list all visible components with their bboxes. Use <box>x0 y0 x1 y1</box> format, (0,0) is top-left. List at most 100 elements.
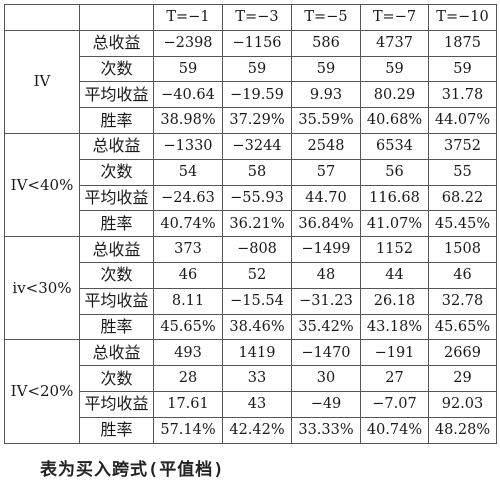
value-cell: 46 <box>428 261 497 289</box>
table-row: 平均收益 8.11 −15.54 −31.23 26.18 32.78 <box>5 287 497 315</box>
value-cell: 3752 <box>428 132 497 160</box>
value-cell: −1156 <box>222 29 292 57</box>
table-caption: 表为买入跨式(平值档) <box>40 460 225 480</box>
value-cell: 59 <box>291 55 361 83</box>
table-row: 胜率 38.98% 37.29% 35.59% 40.68% 44.07% <box>5 107 497 134</box>
value-cell: 36.21% <box>222 210 292 238</box>
header-cell-metric <box>79 4 154 31</box>
value-cell: 43 <box>222 390 292 418</box>
group-label: iv<30% <box>4 236 80 341</box>
value-cell: 44.70 <box>291 184 361 212</box>
value-cell: 37.29% <box>222 107 292 134</box>
value-cell: 2548 <box>291 132 361 160</box>
value-cell: 44.07% <box>428 107 497 134</box>
value-cell: 30 <box>291 365 361 392</box>
table-row: 平均收益 17.61 43 −49 −7.07 92.03 <box>5 390 497 418</box>
metric-label: 胜率 <box>79 107 154 134</box>
metric-label: 平均收益 <box>79 81 154 109</box>
header-cell-t5: T=−5 <box>291 4 361 31</box>
value-cell: 45.65% <box>428 313 497 341</box>
value-cell: 38.98% <box>153 107 223 134</box>
value-cell: 44 <box>360 261 429 289</box>
value-cell: 68.22 <box>428 184 497 212</box>
group-label: IV<20% <box>4 339 80 444</box>
value-cell: 1419 <box>222 339 292 367</box>
value-cell: 35.59% <box>291 107 361 134</box>
value-cell: 56 <box>360 158 429 186</box>
value-cell: 27 <box>360 365 429 392</box>
value-cell: 54 <box>153 158 223 186</box>
metric-label: 总收益 <box>79 236 154 263</box>
value-cell: 40.74% <box>153 210 223 238</box>
value-cell: 45.65% <box>153 313 223 341</box>
value-cell: 59 <box>153 55 223 83</box>
header-cell-t7: T=−7 <box>360 4 429 31</box>
value-cell: 59 <box>428 55 497 83</box>
metric-label: 次数 <box>79 261 154 289</box>
value-cell: 57 <box>291 158 361 186</box>
value-cell: 80.29 <box>360 81 429 109</box>
metric-label: 平均收益 <box>79 287 154 315</box>
value-cell: 493 <box>153 339 223 367</box>
table-row: 次数 59 59 59 59 59 <box>5 55 497 83</box>
value-cell: 92.03 <box>428 390 497 418</box>
value-cell: 58 <box>222 158 292 186</box>
value-cell: 33 <box>222 365 292 392</box>
value-cell: 1508 <box>428 236 497 263</box>
value-cell: −19.59 <box>222 81 292 109</box>
table-row: 胜率 57.14% 42.42% 33.33% 40.74% 48.28% <box>5 416 497 444</box>
value-cell: 26.18 <box>360 287 429 315</box>
table-row: 次数 54 58 57 56 55 <box>5 158 497 186</box>
value-cell: −49 <box>291 390 361 418</box>
group-label: IV<40% <box>4 132 80 238</box>
value-cell: −15.54 <box>222 287 292 315</box>
value-cell: −808 <box>222 236 292 263</box>
value-cell: 9.93 <box>291 81 361 109</box>
value-cell: 42.42% <box>222 416 292 444</box>
header-cell-t3: T=−3 <box>222 4 292 31</box>
value-cell: 1875 <box>428 29 497 57</box>
value-cell: 48 <box>291 261 361 289</box>
table-row: 平均收益 −40.64 −19.59 9.93 80.29 31.78 <box>5 81 497 109</box>
value-cell: 43.18% <box>360 313 429 341</box>
value-cell: −7.07 <box>360 390 429 418</box>
value-cell: −2398 <box>153 29 223 57</box>
value-cell: −1470 <box>291 339 361 367</box>
metric-label: 胜率 <box>79 210 154 238</box>
value-cell: 36.84% <box>291 210 361 238</box>
value-cell: 45.45% <box>428 210 497 238</box>
table-row: 胜率 45.65% 38.46% 35.42% 43.18% 45.65% <box>5 313 497 341</box>
value-cell: 32.78 <box>428 287 497 315</box>
value-cell: 41.07% <box>360 210 429 238</box>
value-cell: −55.93 <box>222 184 292 212</box>
table-row: 次数 28 33 30 27 29 <box>5 365 497 392</box>
value-cell: 59 <box>360 55 429 83</box>
results-table-body: T=−1 T=−3 T=−5 T=−7 T=−10 IV 总收益 −2398 −115… <box>4 4 497 444</box>
value-cell: 31.78 <box>428 81 497 109</box>
header-cell-t1: T=−1 <box>153 4 223 31</box>
metric-label: 平均收益 <box>79 184 154 212</box>
table-row: IV<40% 总收益 −1330 −3244 2548 6534 3752 <box>4 132 497 238</box>
value-cell: −40.64 <box>153 81 223 109</box>
value-cell: −1330 <box>153 132 223 160</box>
value-cell: 2669 <box>428 339 497 367</box>
metric-label: 次数 <box>79 365 154 392</box>
value-cell: −24.63 <box>153 184 223 212</box>
table-row: 平均收益 −24.63 −55.93 44.70 116.68 68.22 <box>5 184 497 212</box>
table-row: iv<30% 总收益 373 −808 −1499 1152 1508 <box>4 236 497 341</box>
value-cell: 1152 <box>360 236 429 263</box>
value-cell: 38.46% <box>222 313 292 341</box>
value-cell: 116.68 <box>360 184 429 212</box>
value-cell: 4737 <box>360 29 429 57</box>
value-cell: −1499 <box>291 236 361 263</box>
value-cell: 52 <box>222 261 292 289</box>
header-row: T=−1 T=−3 T=−5 T=−7 T=−10 <box>4 4 497 31</box>
group-label: IV <box>4 29 80 134</box>
metric-label: 总收益 <box>79 29 154 57</box>
value-cell: 35.42% <box>291 313 361 341</box>
value-cell: 29 <box>428 365 497 392</box>
value-cell: 57.14% <box>153 416 223 444</box>
table-row: IV<20% 总收益 493 1419 −1470 −191 2669 <box>4 339 497 444</box>
value-cell: 40.74% <box>360 416 429 444</box>
